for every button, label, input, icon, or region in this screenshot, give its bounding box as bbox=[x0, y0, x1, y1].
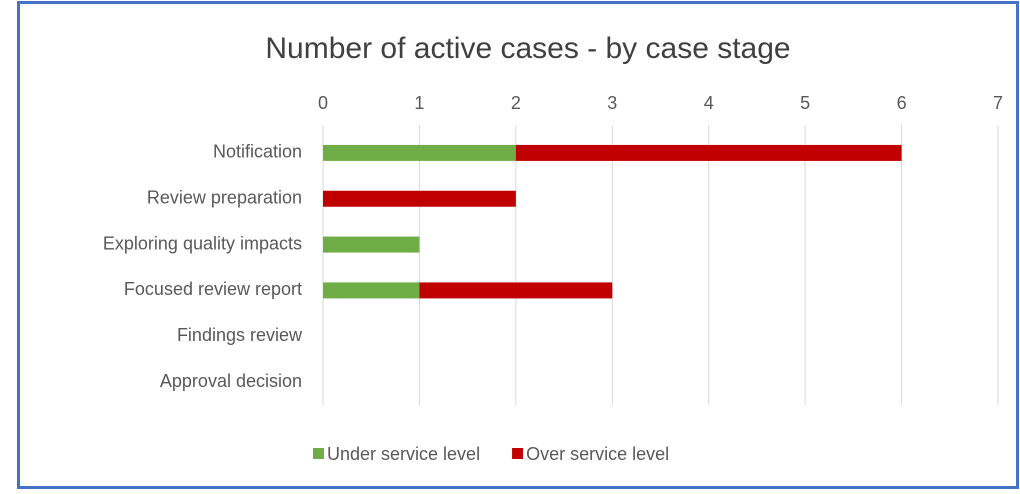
x-tick-label: 6 bbox=[897, 93, 907, 113]
x-tick-label: 4 bbox=[704, 93, 714, 113]
x-tick-label: 3 bbox=[607, 93, 617, 113]
legend-swatch bbox=[313, 448, 324, 459]
y-tick-label: Review preparation bbox=[147, 188, 302, 208]
bar-segment bbox=[515, 144, 902, 161]
bar-segment bbox=[323, 190, 516, 207]
legend-swatch bbox=[512, 448, 524, 459]
y-tick-label: Exploring quality impacts bbox=[103, 233, 302, 253]
bar-segment bbox=[323, 236, 420, 253]
chart-title: Number of active cases - by case stage bbox=[265, 32, 790, 65]
x-tick-label: 1 bbox=[414, 93, 424, 113]
y-tick-label: Focused review report bbox=[124, 279, 302, 299]
bar-segment bbox=[419, 282, 613, 299]
x-tick-label: 0 bbox=[318, 93, 328, 113]
legend-label: Under service level bbox=[327, 444, 480, 464]
legend-label: Over service level bbox=[526, 444, 669, 464]
x-tick-label: 5 bbox=[800, 93, 810, 113]
y-tick-label: Approval decision bbox=[160, 371, 302, 391]
x-tick-label: 7 bbox=[993, 93, 1003, 113]
bar-segment bbox=[323, 144, 516, 161]
chart-frame bbox=[17, 1, 1019, 489]
y-tick-label: Notification bbox=[213, 142, 302, 162]
x-tick-label: 2 bbox=[511, 93, 521, 113]
y-tick-label: Findings review bbox=[177, 325, 303, 345]
bar-segment bbox=[323, 282, 420, 299]
